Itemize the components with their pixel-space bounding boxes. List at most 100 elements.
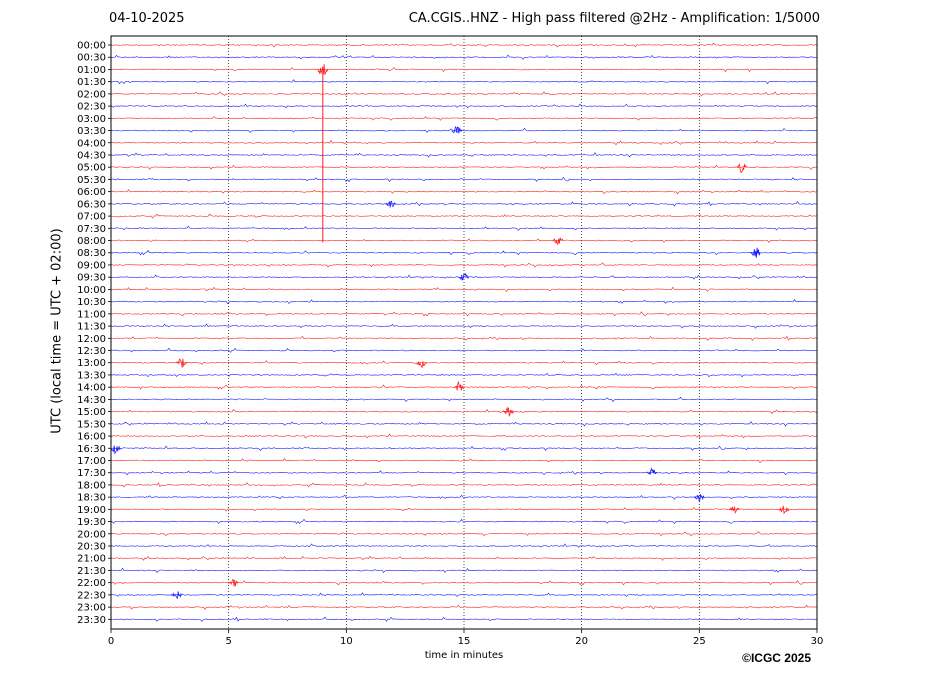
trace-1830: [110, 494, 818, 500]
y-tick-label: 02:30: [77, 102, 106, 113]
trace-0100: [110, 66, 818, 73]
y-tick-label: 08:00: [77, 236, 106, 247]
trace-0730: [110, 225, 818, 231]
y-tick-label: 04:30: [77, 150, 106, 161]
y-tick-label: 20:00: [77, 529, 106, 540]
y-tick-label: 21:30: [77, 566, 106, 577]
trace-0830: [110, 250, 818, 256]
y-tick-label: 10:00: [77, 285, 106, 296]
y-tick-label: 11:30: [77, 322, 106, 333]
trace-1230: [110, 347, 818, 353]
y-tick-label: 19:30: [77, 517, 106, 528]
event-burst: [416, 361, 427, 369]
trace-2230: [110, 592, 818, 597]
event-burst: [646, 467, 658, 475]
event-layer: [110, 64, 790, 600]
event-burst: [750, 247, 761, 258]
y-tick-label: 12:00: [77, 334, 106, 345]
x-tick-label: 25: [693, 636, 706, 647]
y-tick-label: 15:00: [77, 407, 106, 418]
y-tick-label: 05:30: [77, 175, 106, 186]
y-tick-label: 00:30: [77, 53, 106, 64]
copyright-label: ©ICGC 2025: [742, 651, 811, 665]
event-burst: [552, 237, 564, 246]
trace-2030: [110, 543, 818, 548]
trace-2000: [110, 531, 818, 537]
y-tick-label: 10:30: [77, 297, 106, 308]
y-tick-label: 06:00: [77, 187, 106, 198]
event-burst: [778, 505, 790, 515]
y-tick-label: 18:30: [77, 493, 106, 504]
trace-2300: [110, 604, 818, 610]
y-tick-label: 22:30: [77, 590, 106, 601]
y-tick-label: 01:00: [77, 65, 106, 76]
event-burst: [736, 163, 747, 173]
y-tick-label: 13:30: [77, 370, 106, 381]
y-tick-label: 00:00: [77, 41, 106, 52]
trace-1200: [110, 335, 818, 341]
trace-1530: [110, 421, 818, 427]
trace-0230: [110, 103, 818, 109]
x-tick-label: 20: [575, 636, 588, 647]
y-tick-label: 06:30: [77, 199, 106, 210]
trace-1600: [110, 433, 818, 439]
trace-1100: [110, 311, 818, 317]
trace-1030: [110, 299, 818, 305]
y-tick-label: 01:30: [77, 77, 106, 88]
event-burst: [729, 505, 740, 514]
trace-1730: [110, 470, 818, 476]
event-burst: [453, 380, 465, 391]
x-tick-label: 30: [811, 636, 824, 647]
trace-0000: [110, 42, 818, 48]
y-tick-label: 03:30: [77, 126, 106, 137]
y-tick-label: 23:30: [77, 615, 106, 626]
x-tick-label: 15: [458, 636, 471, 647]
trace-2100: [110, 555, 818, 561]
y-tick-label: 19:00: [77, 505, 106, 516]
trace-0500: [110, 164, 818, 170]
trace-1330: [110, 372, 818, 378]
event-burst: [503, 406, 514, 417]
trace-1000: [110, 286, 818, 293]
chart-title: CA.CGIS..HNZ - High pass filtered @2Hz -…: [408, 11, 820, 26]
trace-0430: [110, 152, 818, 158]
grid-lines: [228, 36, 700, 629]
trace-layer: [110, 42, 818, 622]
x-tick-label: 0: [108, 636, 114, 647]
y-tick-label: 22:00: [77, 578, 106, 589]
trace-0030: [110, 54, 818, 60]
y-tick-label: 03:00: [77, 114, 106, 125]
trace-1400: [110, 384, 818, 390]
trace-2330: [110, 616, 818, 622]
trace-0800: [110, 238, 818, 243]
y-tick-label: 07:30: [77, 224, 106, 235]
trace-1930: [110, 518, 818, 525]
y-tick-label: 21:00: [77, 554, 106, 565]
trace-1430: [110, 396, 818, 402]
y-tick-label: 16:30: [77, 444, 106, 455]
trace-0630: [110, 201, 818, 207]
y-tick-label: 17:30: [77, 468, 106, 479]
y-tick-label: 02:00: [77, 89, 106, 100]
header-date: 04-10-2025: [109, 11, 185, 26]
y-tick-label: 07:00: [77, 212, 106, 223]
event-burst: [110, 445, 121, 455]
y-tick-label: 16:00: [77, 432, 106, 443]
trace-1900: [110, 507, 818, 512]
event-burst: [171, 591, 183, 600]
event-burst: [317, 64, 328, 75]
y-tick-label: 14:30: [77, 395, 106, 406]
y-tick-label: 18:00: [77, 480, 106, 491]
trace-0200: [110, 91, 818, 97]
trace-2130: [110, 567, 818, 574]
trace-0400: [110, 140, 818, 146]
x-tick-label: 5: [225, 636, 231, 647]
y-tick-label: 12:30: [77, 346, 106, 357]
y-tick-label: 04:00: [77, 138, 106, 149]
event-burst: [176, 358, 187, 368]
trace-2200: [110, 580, 818, 586]
trace-0600: [110, 189, 818, 195]
trace-0900: [110, 262, 818, 268]
y-tick-label: 05:00: [77, 163, 106, 174]
y-tick-label: 23:00: [77, 603, 106, 614]
